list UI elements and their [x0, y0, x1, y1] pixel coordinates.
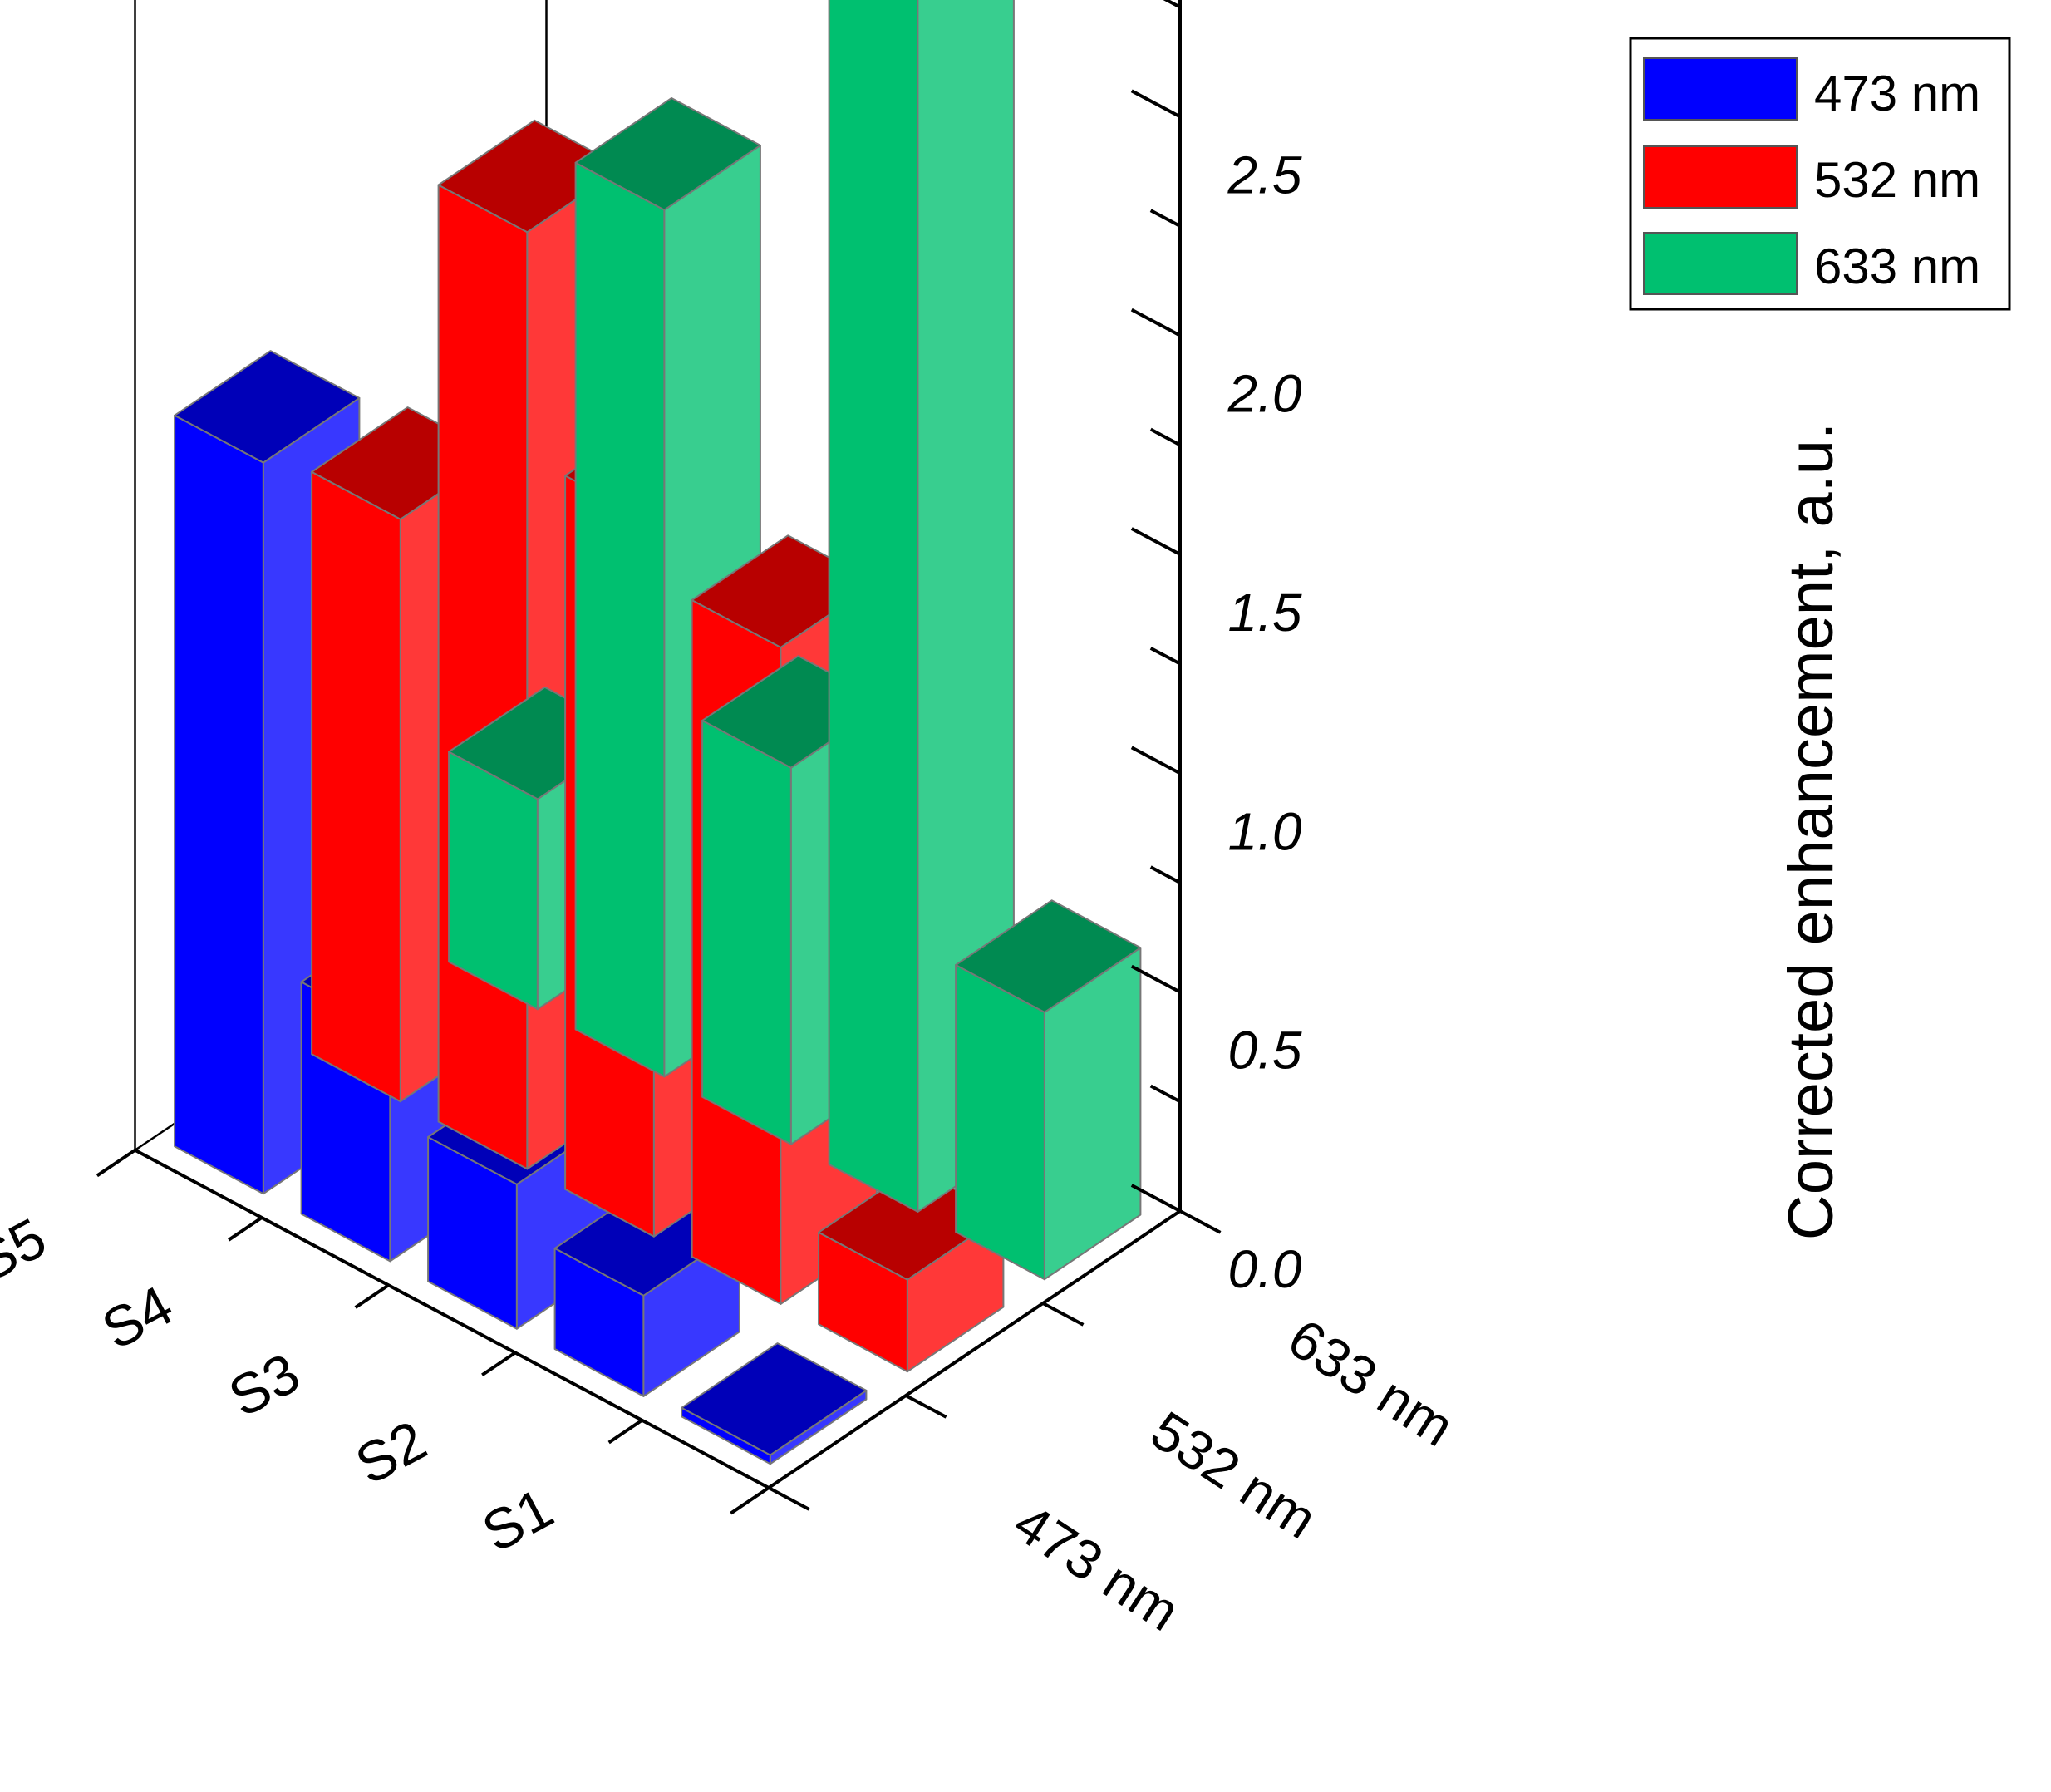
value-tick-label: 2.5: [1227, 145, 1302, 204]
sample-axis-line: [134, 1148, 770, 1489]
value-major-tick: [1130, 308, 1181, 337]
z-axis-label: Corrected enhancement, a.u.: [1776, 422, 1847, 1240]
bar-face-left: [174, 414, 264, 1195]
legend-swatch-532: [1643, 145, 1798, 209]
value-tick-label: 0.0: [1228, 1239, 1302, 1299]
wavelength-tick-label-633nm: 633 nm: [1278, 1307, 1465, 1458]
wavelength-tick: [905, 1394, 947, 1419]
sample-tick-label-S5: S5: [0, 1206, 57, 1294]
wavelength-tick: [1179, 1209, 1222, 1234]
legend: 473 nm 532 nm 633 nm: [1629, 37, 2011, 311]
legend-label-633: 633 nm: [1814, 239, 1980, 294]
bar-S1-473nm: [681, 1342, 868, 1465]
wavelength-axis-line: [767, 1209, 1182, 1489]
sample-tick: [354, 1283, 390, 1309]
sample-tick: [730, 1486, 770, 1515]
value-tick-label: 2.0: [1227, 364, 1302, 424]
bar-face-top: [174, 350, 361, 464]
value-minor-tick: [1149, 865, 1181, 884]
legend-label-473: 473 nm: [1814, 66, 1980, 121]
sample-tick-label-S2: S2: [346, 1409, 436, 1497]
value-major-tick: [1130, 964, 1181, 994]
sample-tick: [481, 1351, 517, 1376]
wavelength-tick-label-473nm: 473 nm: [1004, 1491, 1191, 1642]
value-major-tick: [1130, 1184, 1181, 1213]
bar-face-top: [681, 1342, 868, 1456]
bar-S1-633nm: [955, 899, 1142, 1281]
sample-tick-label-S1: S1: [472, 1476, 563, 1564]
value-minor-tick: [1149, 427, 1181, 447]
value-major-tick: [1130, 89, 1181, 119]
sample-tick: [96, 1149, 136, 1178]
value-major-tick: [1130, 746, 1181, 775]
bar-S2-633nm: [828, 0, 1015, 1213]
value-minor-tick: [1149, 1084, 1181, 1104]
sample-tick-label-S3: S3: [219, 1341, 309, 1429]
bar-face-left: [574, 161, 666, 1078]
bar-face-left: [701, 719, 792, 1145]
value-tick-label: 0.5: [1228, 1021, 1302, 1081]
bars-layer: [174, 0, 1142, 1465]
value-minor-tick: [1149, 647, 1181, 666]
value-minor-tick: [1149, 209, 1181, 228]
legend-swatch-633: [1643, 232, 1798, 295]
value-tick-label: 1.5: [1228, 583, 1302, 642]
bar-face-top: [574, 97, 761, 211]
bar-face-left: [311, 470, 401, 1103]
bar-face-left: [828, 0, 919, 1213]
bar-face-left: [437, 184, 529, 1170]
value-major-tick: [1130, 527, 1181, 556]
wavelength-tick: [1042, 1302, 1085, 1327]
value-tick-label: 1.0: [1228, 801, 1302, 861]
legend-swatch-473: [1643, 57, 1798, 121]
wavelength-tick: [768, 1486, 810, 1511]
sample-tick-label-S4: S4: [92, 1273, 183, 1361]
bar-face-left: [955, 964, 1045, 1281]
bar-face-top: [955, 899, 1142, 1013]
wavelength-tick-label-532nm: 532 nm: [1141, 1399, 1328, 1550]
value-minor-tick: [1163, 0, 1181, 9]
legend-label-532: 532 nm: [1814, 152, 1980, 208]
sample-tick: [607, 1419, 643, 1445]
sample-tick: [228, 1216, 263, 1242]
